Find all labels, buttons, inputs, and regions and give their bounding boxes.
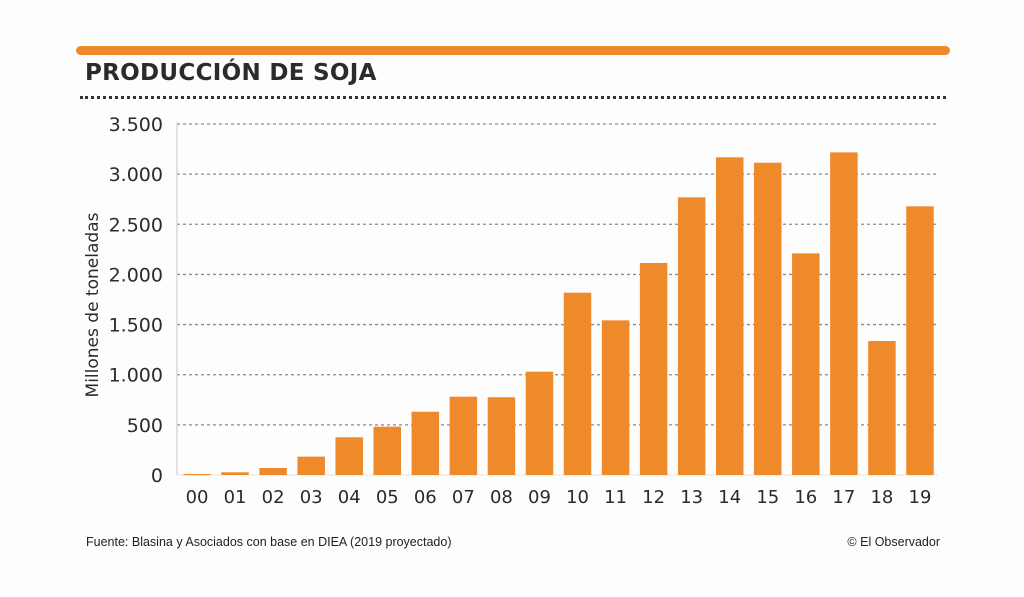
source-note: Fuente: Blasina y Asociados con base en … [86, 535, 452, 549]
x-tick-label: 00 [186, 487, 209, 508]
y-tick-label: 2.500 [109, 214, 163, 236]
bar-18 [868, 341, 896, 475]
bar-09 [525, 371, 554, 475]
bar-12 [639, 262, 668, 475]
bar-14 [715, 157, 744, 475]
x-tick-label: 01 [224, 487, 247, 508]
bar-03 [297, 456, 325, 475]
x-tick-label: 14 [718, 487, 741, 508]
bar-17 [830, 152, 858, 475]
bar-04 [335, 437, 363, 475]
y-tick-label: 0 [151, 465, 163, 487]
x-tick-label: 10 [566, 487, 589, 508]
chart-title: PRODUCCIÓN DE SOJA [85, 60, 377, 86]
x-tick-label: 16 [794, 487, 817, 508]
y-tick-label: 3.000 [109, 164, 163, 186]
x-tick-label: 07 [452, 487, 475, 508]
bar-16 [792, 253, 820, 475]
bar-15 [754, 162, 782, 476]
bar-00 [183, 473, 211, 475]
x-tick-label: 15 [756, 487, 779, 508]
x-tick-label: 18 [870, 487, 893, 508]
x-axis: 00 01 02 03 04 05 06 07 08 09 10 11 12 13 14 15 16 17 18 19 [186, 487, 932, 508]
title-divider [80, 96, 946, 99]
bar-01 [221, 472, 249, 475]
x-tick-label: 02 [262, 487, 285, 508]
x-tick-label: 19 [909, 487, 932, 508]
x-tick-label: 11 [604, 487, 627, 508]
x-tick-label: 06 [414, 487, 437, 508]
x-tick-label: 05 [376, 487, 399, 508]
bar-11 [601, 320, 630, 475]
bars [183, 152, 934, 476]
y-tick-label: 1.000 [109, 365, 163, 387]
y-tick-label: 500 [127, 415, 163, 437]
x-tick-label: 13 [680, 487, 703, 508]
y-axis-label: Millones de toneladas [83, 212, 103, 397]
y-tick-label: 3.500 [109, 114, 163, 136]
accent-top-bar [76, 46, 950, 55]
bar-19 [906, 206, 934, 475]
x-tick-label: 04 [338, 487, 361, 508]
x-tick-label: 03 [300, 487, 323, 508]
x-tick-label: 09 [528, 487, 551, 508]
bar-07 [449, 396, 478, 475]
bar-10 [563, 292, 592, 475]
credit-note: © El Observador [847, 535, 940, 549]
x-tick-label: 08 [490, 487, 513, 508]
y-tick-label: 1.500 [109, 315, 163, 337]
y-axis: 0 500 1.000 1.500 2.000 2.500 3.000 3.500 [109, 114, 178, 487]
bar-05 [373, 426, 402, 475]
grid-lines [177, 123, 938, 476]
bar-06 [411, 411, 440, 475]
x-tick-label: 17 [832, 487, 855, 508]
bar-13 [677, 197, 706, 476]
x-tick-label: 12 [642, 487, 665, 508]
bar-02 [259, 467, 287, 475]
y-tick-label: 2.000 [109, 264, 163, 286]
bar-08 [487, 397, 516, 475]
